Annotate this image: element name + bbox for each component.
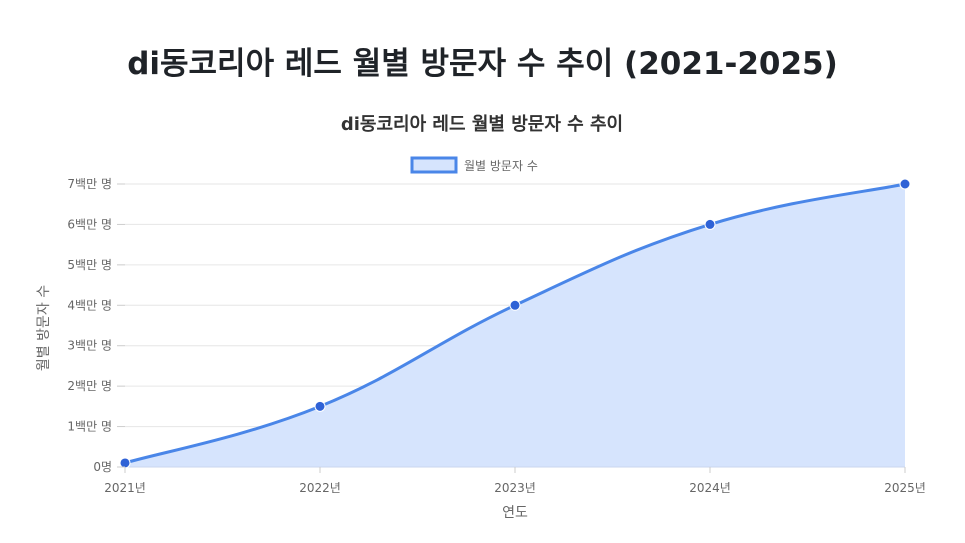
data-point[interactable]: [509, 299, 521, 311]
y-tick-label: 7백만 명: [67, 177, 112, 191]
y-tick-label: 5백만 명: [67, 258, 112, 272]
x-tick-label: 2022년: [299, 481, 341, 495]
legend[interactable]: 월별 방문자 수: [410, 156, 538, 174]
x-tick-label: 2025년: [884, 481, 926, 495]
series-area-fill: [125, 184, 905, 467]
x-tick-label: 2024년: [689, 481, 731, 495]
x-axis-title: 연도: [502, 505, 528, 521]
x-axis-ticks: 2021년 2022년 2023년 2024년 2025년: [104, 467, 926, 495]
data-point[interactable]: [704, 218, 716, 230]
series-area: [119, 178, 911, 469]
legend-label: 월별 방문자 수: [464, 159, 538, 173]
y-tick-label: 6백만 명: [67, 217, 112, 231]
y-axis-title: 월별 방문자 수: [36, 285, 52, 371]
line-area-chart: di동코리아 레드 월별 방문자 수 추이 월별 방문자 수 0명 1백만 명 2백…: [36, 114, 926, 521]
y-axis-ticks: 0명 1백만 명 2백만 명 3백만 명 4백만 명 5백만 명 6백만 명 7백만 명: [67, 177, 125, 474]
y-tick-label: 0명: [93, 460, 112, 474]
x-tick-label: 2021년: [104, 481, 146, 495]
y-tick-label: 3백만 명: [67, 339, 112, 353]
page-title: di동코리아 레드 월별 방문자 수 추이 (2021-2025): [127, 46, 838, 82]
y-tick-label: 4백만 명: [67, 298, 112, 312]
data-point[interactable]: [314, 400, 326, 412]
data-point[interactable]: [119, 457, 131, 469]
x-tick-label: 2023년: [494, 481, 536, 495]
legend-swatch: [410, 156, 458, 174]
y-tick-label: 2백만 명: [67, 379, 112, 393]
y-tick-label: 1백만 명: [67, 420, 112, 434]
chart-title: di동코리아 레드 월별 방문자 수 추이: [341, 114, 623, 135]
chart-container: di동코리아 레드 월별 방문자 수 추이 월별 방문자 수 0명 1백만 명 2백…: [0, 100, 965, 539]
data-point[interactable]: [899, 178, 911, 190]
